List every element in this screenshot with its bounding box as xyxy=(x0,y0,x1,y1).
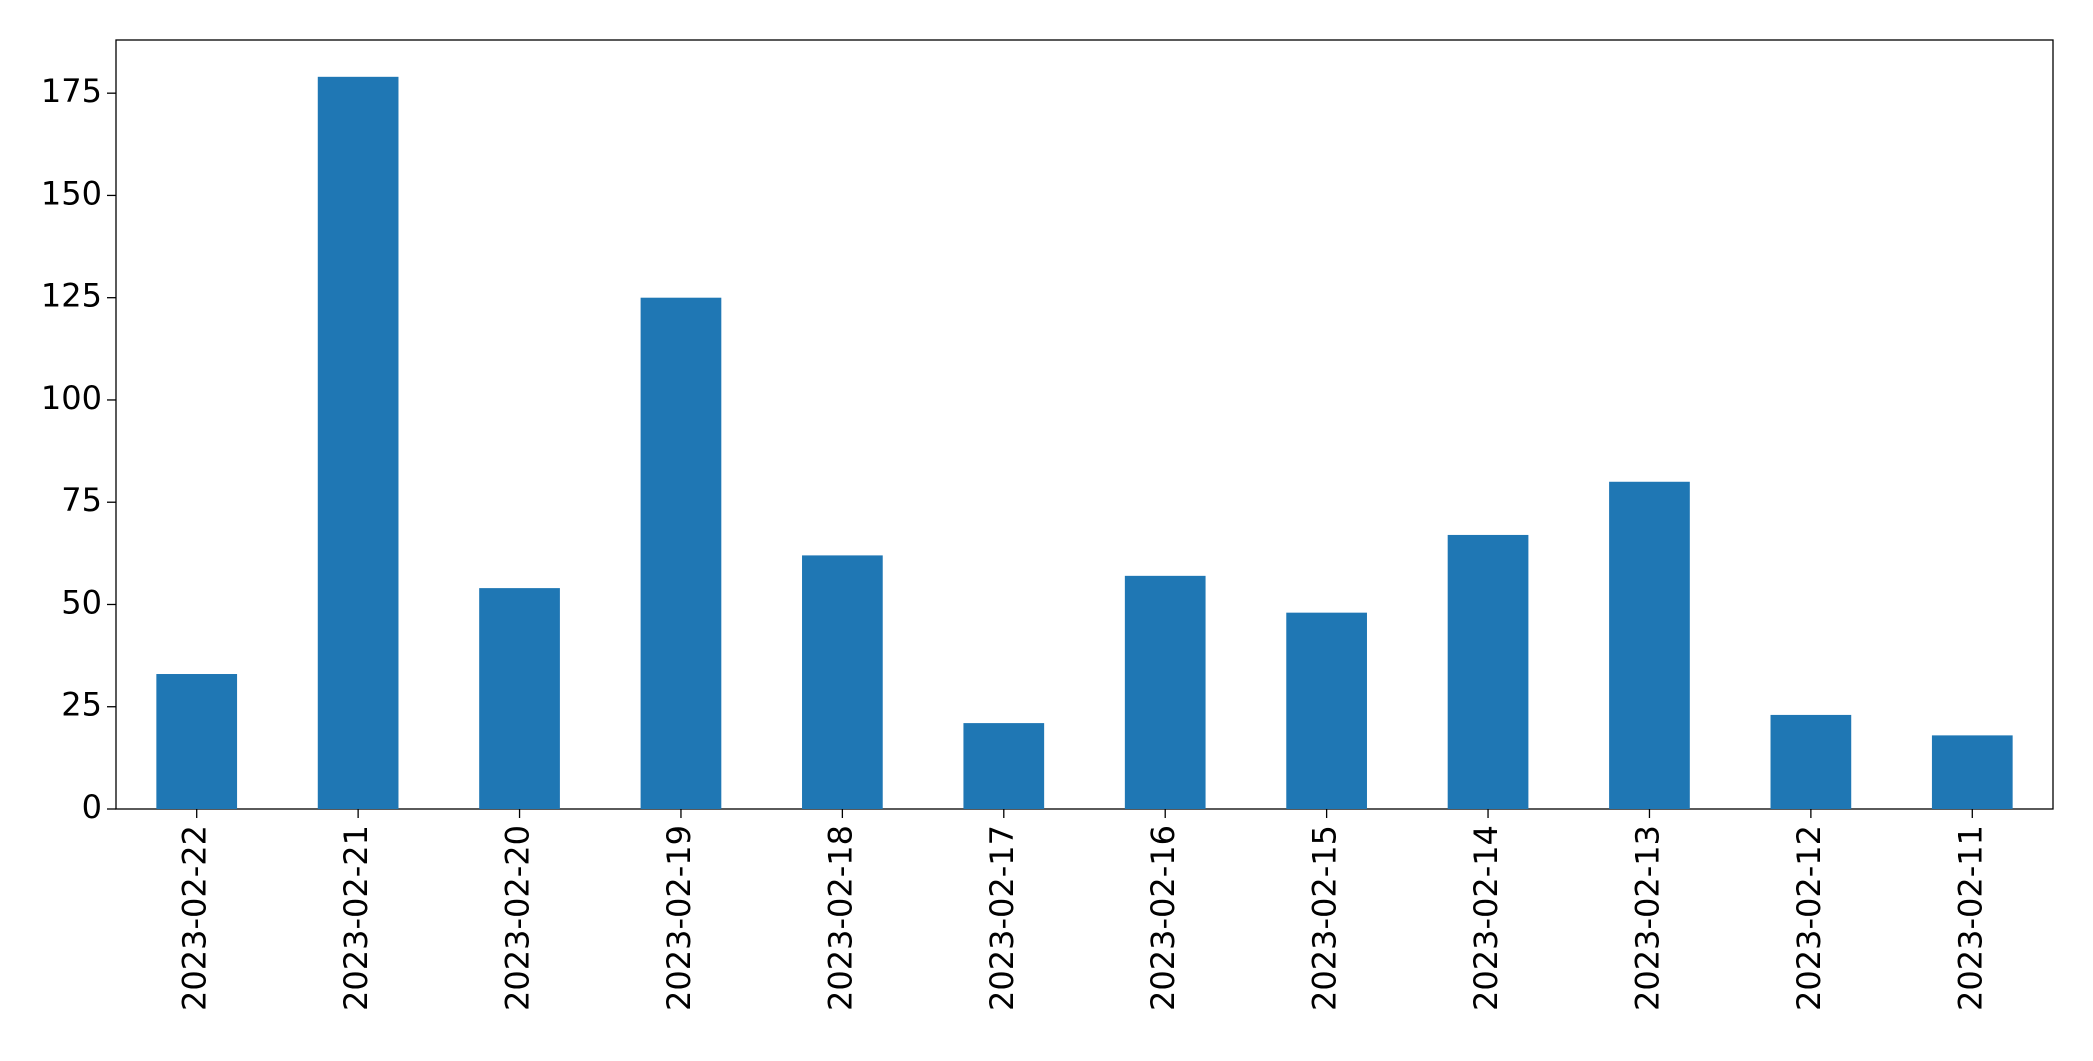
y-tick-label: 100 xyxy=(41,379,102,417)
x-tick-label: 2023-02-12 xyxy=(1790,825,1828,1011)
y-tick-label: 175 xyxy=(41,72,102,110)
x-tick-label: 2023-02-14 xyxy=(1467,825,1505,1011)
bar xyxy=(1931,735,2013,809)
bar xyxy=(963,723,1045,809)
x-tick-label: 2023-02-21 xyxy=(337,825,375,1011)
y-tick-label: 125 xyxy=(41,277,102,315)
x-tick-label: 2023-02-15 xyxy=(1306,825,1344,1011)
bar xyxy=(1770,714,1852,809)
y-tick-label: 50 xyxy=(61,583,102,621)
x-tick-label: 2023-02-22 xyxy=(176,825,214,1011)
bar xyxy=(1447,534,1529,809)
bar xyxy=(1286,612,1367,809)
x-tick-label: 2023-02-13 xyxy=(1628,825,1666,1011)
bar xyxy=(156,674,238,809)
x-tick-label: 2023-02-11 xyxy=(1951,825,1989,1011)
bar xyxy=(802,555,883,809)
y-tick-label: 150 xyxy=(41,174,102,212)
x-tick-label: 2023-02-20 xyxy=(499,825,537,1011)
plot-frame xyxy=(115,39,2054,810)
bar xyxy=(317,76,399,809)
y-tick-label: 0 xyxy=(82,788,102,826)
x-tick-label: 2023-02-16 xyxy=(1144,825,1182,1011)
bar xyxy=(1609,481,1690,809)
x-tick-label: 2023-02-18 xyxy=(821,825,859,1011)
x-tick-label: 2023-02-17 xyxy=(983,825,1021,1011)
bar xyxy=(479,588,560,809)
x-tick-label: 2023-02-19 xyxy=(660,825,698,1011)
bar xyxy=(640,297,722,809)
y-tick-label: 75 xyxy=(61,481,102,519)
y-tick-label: 25 xyxy=(61,686,102,724)
bar xyxy=(1124,575,1206,809)
